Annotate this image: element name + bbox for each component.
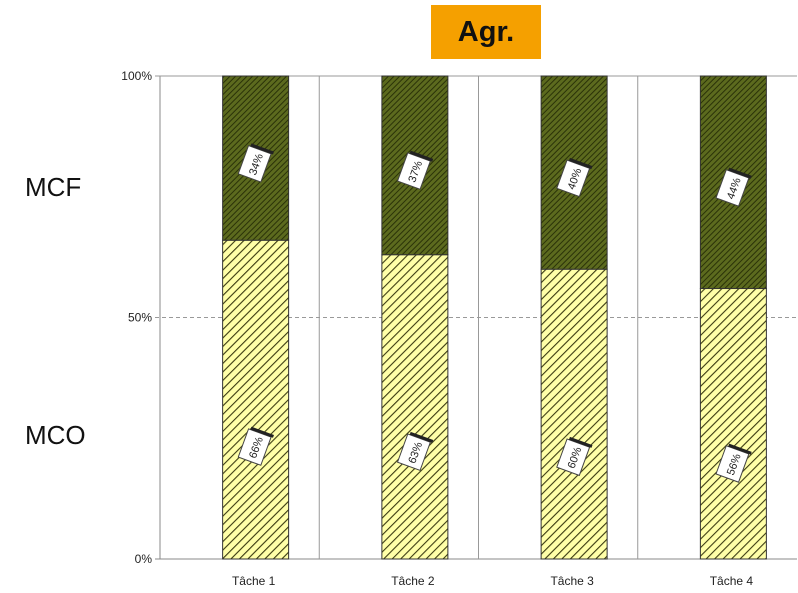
- bar-mco: [381, 254, 449, 560]
- data-label-mco: 66%: [237, 426, 274, 466]
- bar-mco: [540, 268, 608, 560]
- chart-title: Agr.: [457, 15, 515, 48]
- bar-mco: [699, 288, 767, 560]
- data-label-mco: 56%: [715, 443, 752, 483]
- x-category-label: Tâche 4: [710, 574, 754, 588]
- bar-mco: [222, 239, 290, 560]
- chart-title-box: Agr.: [431, 5, 541, 59]
- y-tick-label: 100%: [121, 69, 152, 83]
- data-label-mcf: 44%: [715, 167, 752, 207]
- mco-side-label: MCO: [25, 420, 86, 450]
- y-tick-label: 0%: [135, 552, 153, 566]
- y-tick-label: 50%: [128, 311, 152, 325]
- data-label-mcf: 34%: [237, 143, 274, 183]
- data-label-mcf: 40%: [556, 157, 593, 198]
- data-label-mco: 63%: [396, 431, 434, 471]
- x-category-label: Tâche 3: [550, 574, 594, 588]
- x-category-label: Tâche 1: [232, 574, 276, 588]
- mcf-side-label: MCF: [25, 172, 82, 202]
- data-label-mcf: 37%: [396, 150, 434, 190]
- x-category-label: Tâche 2: [391, 574, 435, 588]
- data-label-mco: 60%: [556, 436, 593, 477]
